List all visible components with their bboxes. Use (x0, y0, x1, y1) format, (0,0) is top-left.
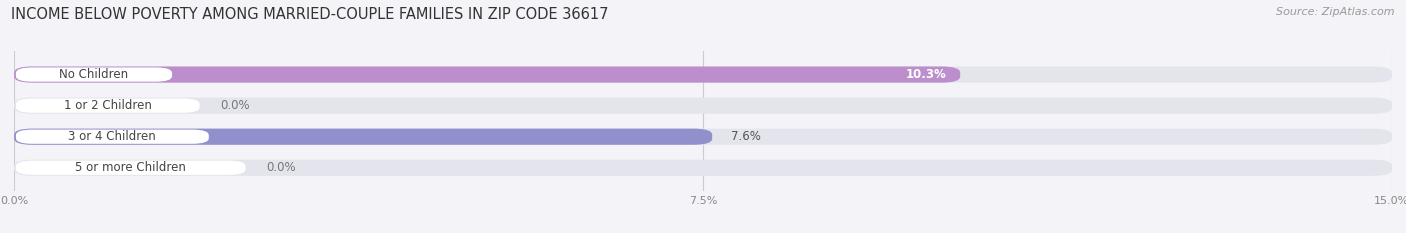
Text: 0.0%: 0.0% (221, 99, 250, 112)
FancyBboxPatch shape (14, 98, 1392, 114)
FancyBboxPatch shape (14, 66, 960, 83)
FancyBboxPatch shape (14, 66, 1392, 83)
Text: 5 or more Children: 5 or more Children (76, 161, 186, 174)
FancyBboxPatch shape (15, 130, 209, 144)
Text: 7.6%: 7.6% (731, 130, 761, 143)
Text: 0.0%: 0.0% (267, 161, 297, 174)
FancyBboxPatch shape (15, 99, 200, 113)
Text: Source: ZipAtlas.com: Source: ZipAtlas.com (1277, 7, 1395, 17)
FancyBboxPatch shape (14, 129, 1392, 145)
Text: INCOME BELOW POVERTY AMONG MARRIED-COUPLE FAMILIES IN ZIP CODE 36617: INCOME BELOW POVERTY AMONG MARRIED-COUPL… (11, 7, 609, 22)
Text: 3 or 4 Children: 3 or 4 Children (69, 130, 156, 143)
Text: No Children: No Children (59, 68, 128, 81)
FancyBboxPatch shape (15, 161, 246, 175)
FancyBboxPatch shape (15, 67, 172, 82)
FancyBboxPatch shape (14, 160, 1392, 176)
Text: 10.3%: 10.3% (905, 68, 946, 81)
FancyBboxPatch shape (14, 129, 713, 145)
Text: 1 or 2 Children: 1 or 2 Children (63, 99, 152, 112)
